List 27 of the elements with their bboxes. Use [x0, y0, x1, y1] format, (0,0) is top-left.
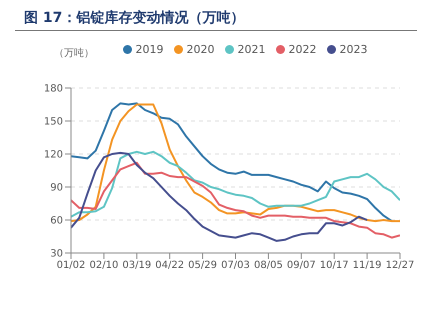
line-series	[71, 162, 400, 239]
y-tick-label: 30	[50, 248, 63, 260]
x-tick-label: 09/07	[286, 260, 316, 272]
x-tick-label: 11/19	[352, 260, 382, 272]
x-tick-label: 07/03	[221, 260, 250, 272]
y-tick-label: 180	[44, 84, 63, 95]
x-tick-label: 08/05	[254, 260, 283, 272]
x-tick-label: 02/10	[89, 260, 118, 272]
legend-label: 2020	[186, 43, 214, 56]
line-series	[71, 150, 400, 218]
y-tick-label: 90	[50, 182, 63, 194]
x-tick-label: 03/19	[122, 260, 152, 272]
chart-title: 图 17：铝锭库存变动情况（万吨）	[24, 9, 244, 27]
x-tick-label: 10/17	[320, 260, 349, 272]
y-tick-label: 60	[50, 216, 63, 227]
x-tick-label: 01/02	[56, 260, 86, 272]
x-tick-label: 05/29	[188, 260, 218, 272]
x-tick-label: 12/27	[386, 260, 414, 272]
legend-label: 2023	[340, 43, 368, 56]
y-axis-title: （万吨）	[54, 46, 94, 60]
line-series	[71, 152, 368, 242]
legend-label: 2022	[288, 43, 316, 56]
legend-label: 2019	[136, 43, 164, 56]
x-tick-label: 04/22	[155, 260, 184, 272]
y-tick-label: 150	[44, 116, 63, 128]
legend-label: 2021	[238, 43, 266, 56]
y-tick-label: 120	[44, 150, 63, 161]
